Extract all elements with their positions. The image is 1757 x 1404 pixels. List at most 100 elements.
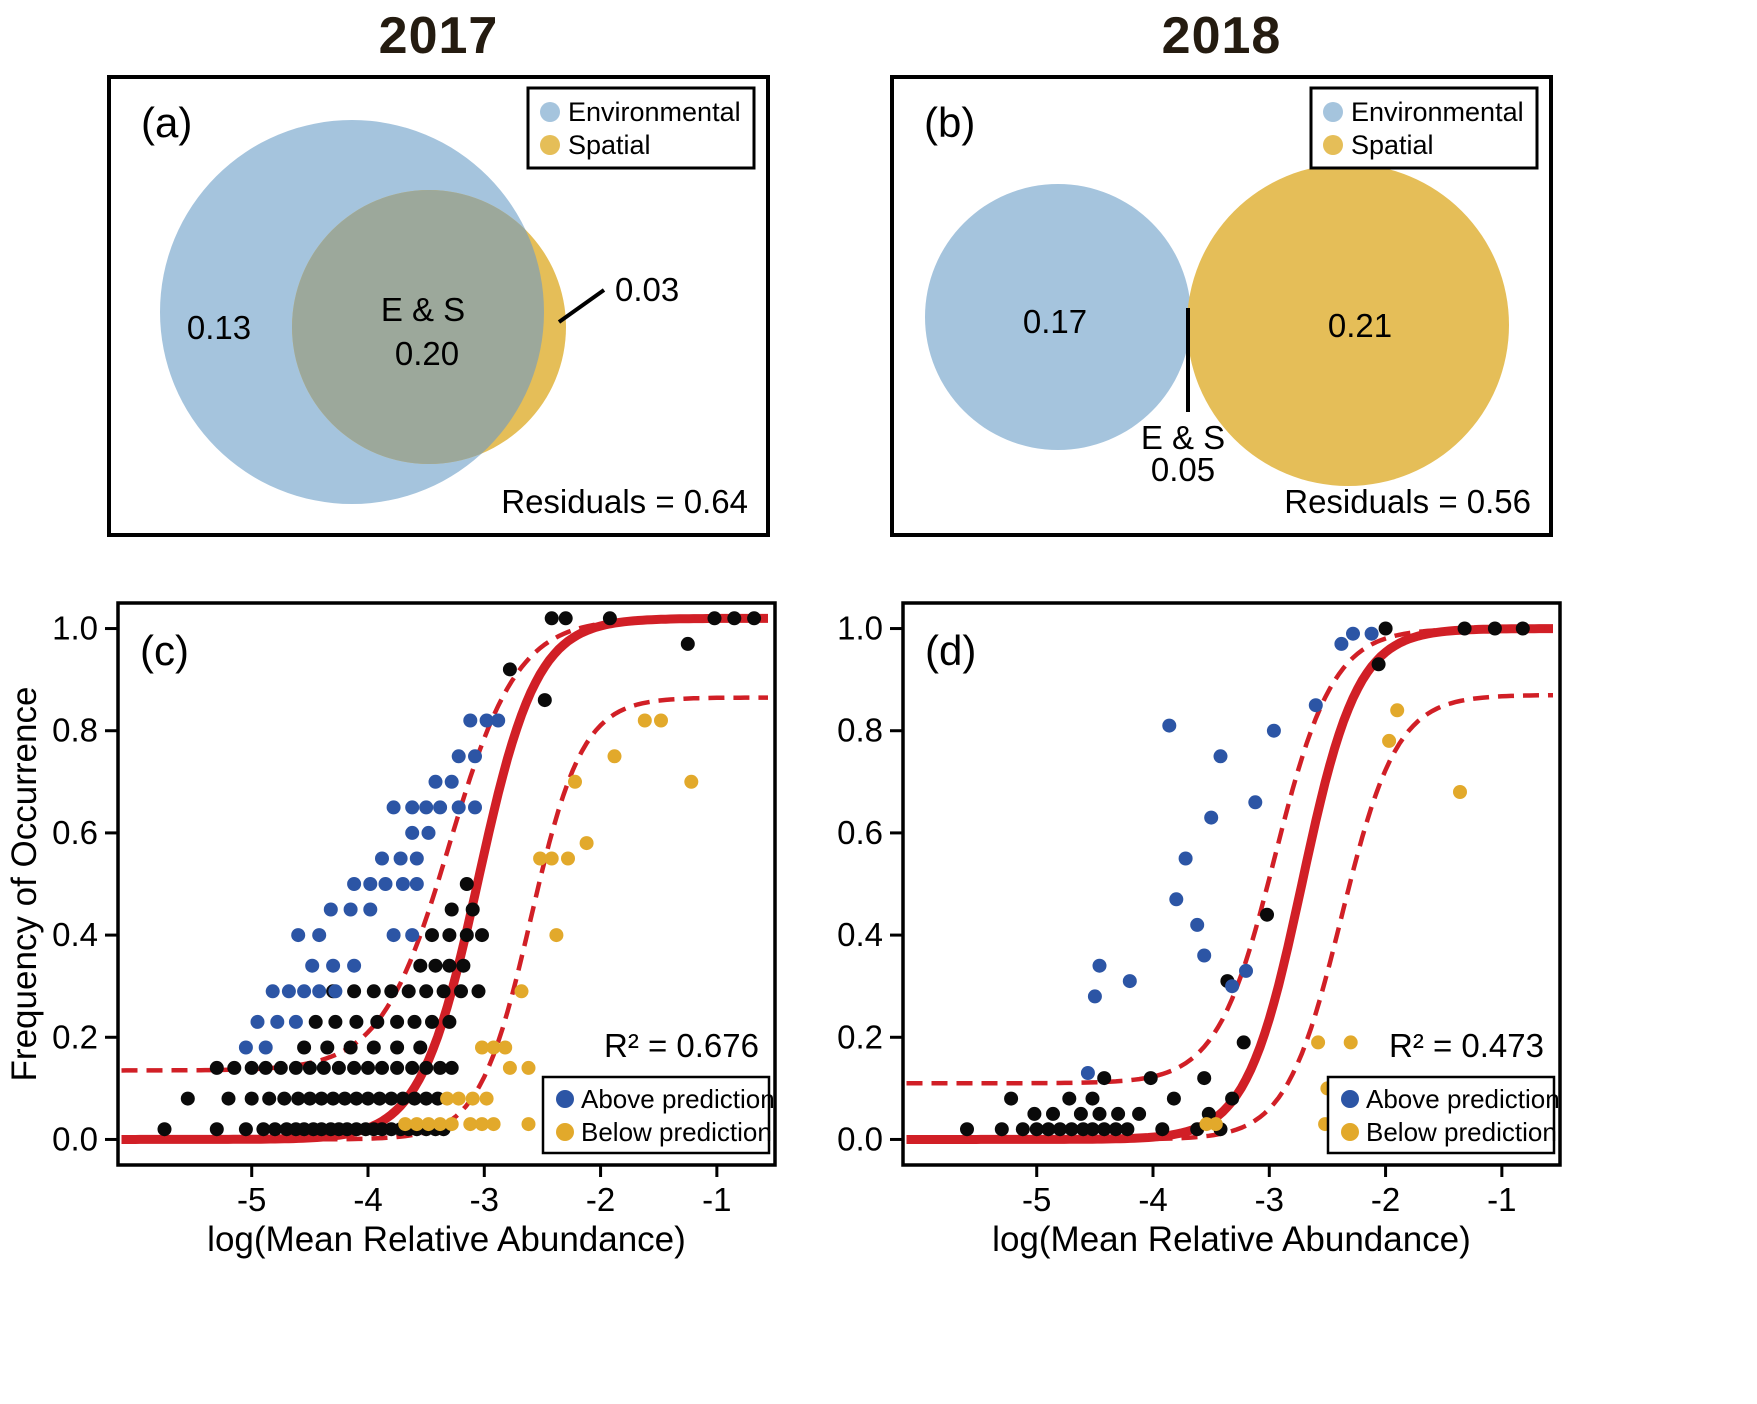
data-point-within	[221, 1091, 236, 1106]
data-point-below	[607, 749, 622, 764]
legend-label-above: Above prediction	[581, 1084, 775, 1114]
data-point-below	[498, 1040, 513, 1055]
data-point-within	[471, 984, 486, 999]
data-point-within	[459, 928, 474, 943]
data-point-within	[209, 1060, 224, 1075]
legend-dot-above	[1341, 1090, 1359, 1108]
legend-dot-above	[556, 1090, 574, 1108]
data-point-above	[395, 877, 410, 891]
legend-box	[1326, 1075, 1556, 1155]
spatial-circle	[1187, 164, 1509, 486]
data-point-within	[1046, 1106, 1060, 1121]
data-point-above	[238, 1040, 253, 1055]
data-point-within	[1143, 1071, 1158, 1086]
data-point-below	[684, 774, 699, 789]
data-point-below	[433, 1117, 448, 1132]
data-point-below	[1453, 785, 1467, 799]
data-point-above	[419, 800, 434, 815]
panel-label: (d)	[925, 627, 976, 674]
data-point-within	[960, 1122, 974, 1137]
data-point-within	[1004, 1091, 1019, 1106]
data-point-within	[459, 877, 474, 891]
data-point-within	[227, 1060, 242, 1075]
data-point-within	[747, 611, 762, 626]
data-point-within	[316, 1060, 331, 1075]
data-point-within	[413, 1040, 428, 1055]
data-point-within	[1166, 1091, 1181, 1106]
data-point-below	[398, 1117, 413, 1132]
data-point-above	[393, 851, 408, 866]
data-point-above	[326, 958, 341, 973]
data-point-within	[1097, 1071, 1112, 1086]
data-point-within	[428, 958, 443, 973]
legend-dot-environmental	[540, 102, 560, 122]
data-point-below	[444, 1117, 459, 1132]
legend-label-below: Below prediction	[1366, 1117, 1557, 1147]
data-point-within	[326, 1091, 341, 1106]
data-point-above	[1204, 810, 1219, 825]
data-point-above	[409, 851, 424, 866]
data-point-below	[654, 713, 668, 728]
year-title-2018: 2018	[1161, 7, 1282, 65]
data-point-within	[258, 1060, 273, 1075]
data-point-above	[468, 749, 482, 764]
data-point-within	[1120, 1122, 1135, 1137]
data-point-above	[347, 877, 362, 891]
data-point-within	[401, 984, 416, 999]
data-point-within	[1064, 1122, 1079, 1137]
y-tick-label: 0.0	[52, 1120, 98, 1157]
data-point-above	[363, 902, 378, 917]
data-point-within	[1073, 1106, 1088, 1121]
data-point-within	[347, 984, 362, 999]
data-point-above	[444, 774, 459, 789]
data-point-below	[1343, 1035, 1358, 1050]
data-point-above	[258, 1040, 273, 1055]
legend-box	[526, 86, 756, 170]
data-point-above	[312, 928, 327, 943]
data-point-within	[436, 984, 451, 999]
data-point-within	[361, 1091, 375, 1106]
data-point-within	[256, 1122, 271, 1137]
data-point-within	[1515, 621, 1530, 636]
data-point-above	[363, 877, 378, 891]
data-point-above	[491, 713, 506, 728]
r-squared-text: R² = 0.676	[604, 1027, 759, 1064]
data-point-within	[454, 984, 468, 999]
y-tick-label: 1.0	[52, 610, 98, 647]
data-point-below	[1390, 703, 1405, 718]
data-point-above	[451, 749, 466, 764]
data-point-above	[288, 1014, 303, 1029]
data-point-within	[320, 1040, 335, 1055]
data-point-within	[1225, 1091, 1240, 1106]
data-point-above	[378, 877, 393, 891]
data-point-within	[465, 902, 480, 917]
venn-diagram-2017: (a) 0.13 E & S 0.20 0.03 Residuals = 0.64 Envi…	[107, 75, 770, 537]
data-point-below	[475, 1117, 489, 1132]
data-point-below	[463, 1117, 478, 1132]
data-point-within	[727, 611, 742, 626]
data-point-above	[1122, 974, 1137, 989]
data-point-above	[1346, 626, 1360, 641]
intersection-value: 0.20	[395, 335, 459, 372]
data-point-within	[302, 1060, 317, 1075]
scatter-plot-2017: -5 -4 -3 -2 -1 0.0 0.2 0.4 0.6 0.8 1.0 (c) R² = 0.67…	[5, 601, 777, 1259]
y-tick-label: 0.6	[837, 814, 883, 851]
x-tick-label: -4	[1138, 1181, 1167, 1218]
data-point-within	[707, 611, 722, 626]
data-point-within	[302, 1091, 317, 1106]
x-tick-label: -1	[702, 1181, 731, 1218]
y-tick-label: 0.8	[837, 712, 883, 749]
y-axis-title: Frequency of Occurrence	[5, 687, 44, 1082]
data-point-within	[407, 1014, 422, 1029]
x-tick-label: -1	[1487, 1181, 1516, 1218]
confidence-band	[906, 626, 1553, 1086]
data-point-within	[238, 1122, 253, 1137]
data-point-within	[395, 1091, 410, 1106]
x-axis-title: log(Mean Relative Abundance)	[992, 1220, 1471, 1259]
data-point-above	[265, 984, 280, 999]
data-point-within	[444, 902, 459, 917]
data-point-above	[343, 902, 358, 917]
data-point-within	[244, 1091, 259, 1106]
data-point-within	[343, 1040, 358, 1055]
x-tick-label: -5	[1022, 1181, 1051, 1218]
